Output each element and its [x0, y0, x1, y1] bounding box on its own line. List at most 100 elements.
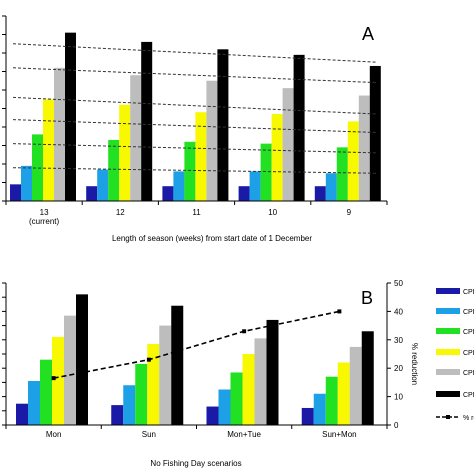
panel-a-bar-s2-3 — [173, 171, 185, 201]
panel-a-chart: 13(current) 12 11 10 9 A Length of season (w… — [2, 15, 388, 243]
panel-a-trend-line-6 — [12, 167, 377, 174]
panel-a-bar-s4-1 — [43, 99, 54, 201]
legend-swatch-3 — [436, 328, 460, 334]
panel-b-bar-s1-4 — [301, 407, 314, 425]
panel-b-secondary-ticks: 0 10 20 30 40 50 — [387, 279, 403, 430]
panel-a-x-ticks — [5, 201, 388, 205]
panel-a-x-tick-label: (current) — [29, 217, 60, 226]
panel-a-bar-s6-1 — [65, 32, 76, 202]
legend-swatch-1 — [436, 288, 460, 294]
panel-b-bar-s2-4 — [313, 393, 326, 425]
panel-b-x-axis-title: No Fishing Day scenarios — [150, 459, 241, 468]
panel-a-bar-s4-4 — [271, 114, 283, 201]
panel-a-bar-s3-2 — [108, 139, 120, 201]
panel-a-x-tick-label: 13 — [40, 208, 49, 217]
legend-marker-percent-reduction — [446, 415, 450, 419]
legend-label-4: CPD — [463, 350, 474, 357]
panel-a-x-tick-label: 11 — [192, 208, 201, 217]
panel-a-bar-s5-2 — [130, 75, 142, 201]
panel-a-bar-s5-5 — [358, 95, 370, 201]
panel-a-bar-s2-2 — [97, 169, 109, 201]
legend-label-1: CPD — [463, 289, 474, 296]
panel-a-bar-s4-5 — [347, 121, 359, 201]
panel-b-bar-s5-4 — [349, 346, 362, 425]
panel-b-bar-s6-3 — [266, 319, 279, 425]
panel-b-chart: 0 10 20 30 40 50 Mon Sun Mon+Tue Sun+Mon B No Fi… — [2, 279, 419, 468]
panel-b-bar-s3-2 — [135, 363, 148, 425]
panel-b-bars — [16, 294, 374, 425]
legend-swatch-6 — [436, 391, 460, 397]
panel-b-secondary-tick-label: 0 — [394, 421, 399, 430]
panel-a-bar-s6-3 — [217, 49, 229, 201]
panel-a-bar-s1-4 — [238, 186, 250, 201]
panel-a-bar-s6-5 — [369, 65, 381, 201]
legend-label-2: CPD — [463, 309, 474, 316]
panel-a-x-tick-label: 9 — [347, 208, 352, 217]
panel-a-bar-s4-3 — [195, 112, 207, 201]
panel-b-bar-s3-3 — [230, 372, 243, 425]
panel-b-bar-s2-1 — [28, 380, 40, 425]
panel-b-bar-s6-4 — [361, 331, 374, 425]
panel-a-bar-s6-4 — [293, 54, 305, 201]
panel-b-secondary-tick-label: 40 — [394, 307, 403, 316]
panel-a-bar-s3-1 — [32, 134, 43, 201]
panel-b-bar-s1-1 — [16, 403, 28, 425]
panel-b-label: B — [361, 288, 373, 308]
panel-b-x-tick-labels: Mon Sun Mon+Tue Sun+Mon — [46, 430, 357, 439]
panel-a-bar-s2-4 — [249, 171, 261, 201]
panel-a-x-tick-label: 12 — [116, 208, 125, 217]
panel-b-bar-s2-2 — [123, 385, 136, 425]
panel-b-bar-s1-2 — [111, 405, 124, 425]
legend-label-percent-reduction: % re — [463, 415, 474, 422]
panel-a-trend-line-3 — [12, 96, 377, 115]
panel-a-trend-line-5 — [12, 143, 377, 154]
panel-a-bar-s1-2 — [86, 186, 98, 201]
panel-a-trend-line-4 — [12, 119, 377, 134]
panel-b-bar-s2-3 — [218, 389, 231, 425]
panel-b-bar-s5-3 — [254, 338, 267, 425]
panel-a-bar-s2-1 — [21, 165, 32, 201]
panel-a-label: A — [362, 24, 374, 44]
panel-b-percent-reduction-point-2 — [146, 357, 151, 362]
panel-a-x-axis-title: Length of season (weeks) from start date… — [112, 234, 312, 243]
panel-b-bar-s3-1 — [40, 359, 52, 425]
panel-a-bar-s5-1 — [54, 67, 65, 201]
panel-b-x-tick-label: Mon+Tue — [227, 430, 261, 439]
legend-swatch-5 — [436, 369, 460, 375]
panel-b-bar-s5-2 — [159, 325, 172, 425]
panel-a-bar-s1-1 — [10, 184, 21, 201]
panel-b-bar-s5-1 — [64, 315, 76, 425]
panel-b-secondary-tick-label: 20 — [394, 364, 403, 373]
panel-b-bar-s3-4 — [325, 376, 338, 425]
panel-b-x-tick-label: Mon — [46, 430, 62, 439]
panel-a-bar-s5-3 — [206, 80, 218, 201]
panel-a-trend-line-1 — [12, 43, 377, 63]
panel-a-bar-s1-3 — [162, 186, 174, 201]
panel-a-bar-s4-2 — [119, 104, 131, 201]
panel-a-bar-s6-2 — [141, 41, 153, 202]
legend-label-6: CPD — [463, 392, 474, 399]
panel-b-percent-reduction-series — [53, 310, 340, 379]
panel-b-secondary-tick-label: 50 — [394, 279, 403, 288]
panel-a-bar-s3-5 — [336, 147, 348, 201]
panel-b-bar-s4-1 — [52, 336, 64, 425]
panel-b-y-ticks — [2, 282, 6, 426]
panel-b-percent-reduction-point-1 — [51, 376, 56, 381]
panel-a-x-tick-labels: 13(current) 12 11 10 9 — [29, 208, 352, 226]
panel-b-bar-s4-4 — [337, 362, 350, 425]
panel-a-y-ticks — [2, 15, 6, 202]
panel-b-percent-reduction-point-3 — [242, 329, 247, 334]
panel-b-percent-reduction-line — [51, 309, 342, 381]
legend-label-5: CPD — [463, 370, 474, 377]
panel-a-bar-s5-4 — [282, 88, 294, 201]
panel-b-bar-s1-3 — [206, 406, 219, 425]
panel-b-bar-s6-1 — [76, 294, 88, 425]
legend: CPD CPD CPD CPD CPD CPD % re — [436, 288, 474, 422]
legend-swatch-2 — [436, 308, 460, 314]
panel-a-bar-s1-5 — [314, 186, 326, 201]
panel-a-trend-line-2 — [12, 67, 377, 84]
panel-b-secondary-tick-label: 30 — [394, 336, 403, 345]
panel-a-bar-s3-3 — [184, 141, 196, 201]
legend-label-3: CPD — [463, 329, 474, 336]
